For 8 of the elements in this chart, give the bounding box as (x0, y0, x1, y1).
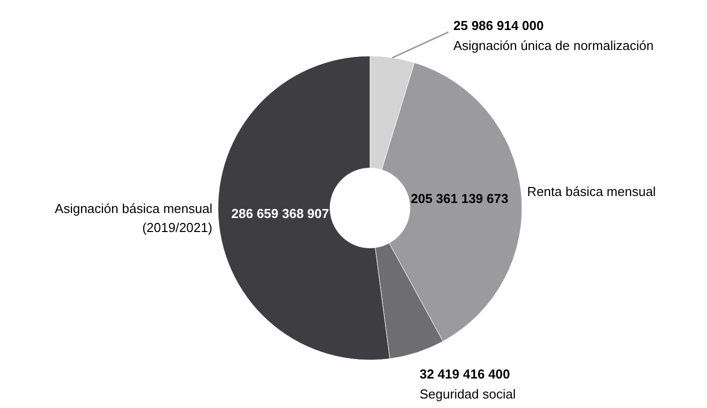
data-label: 32 419 416 400 (420, 366, 510, 382)
slice-label: Asignación única de normalización (453, 38, 654, 54)
slice-label: Seguridad social (420, 386, 516, 402)
data-label: 286 659 368 907 (231, 206, 329, 221)
data-label: 25 986 914 000 (453, 18, 544, 34)
slice-label: Asignación básica mensual (2019/2021) (54, 200, 212, 235)
data-label: 205 361 139 673 (410, 190, 508, 206)
slice-label: Renta básica mensual (527, 184, 656, 199)
